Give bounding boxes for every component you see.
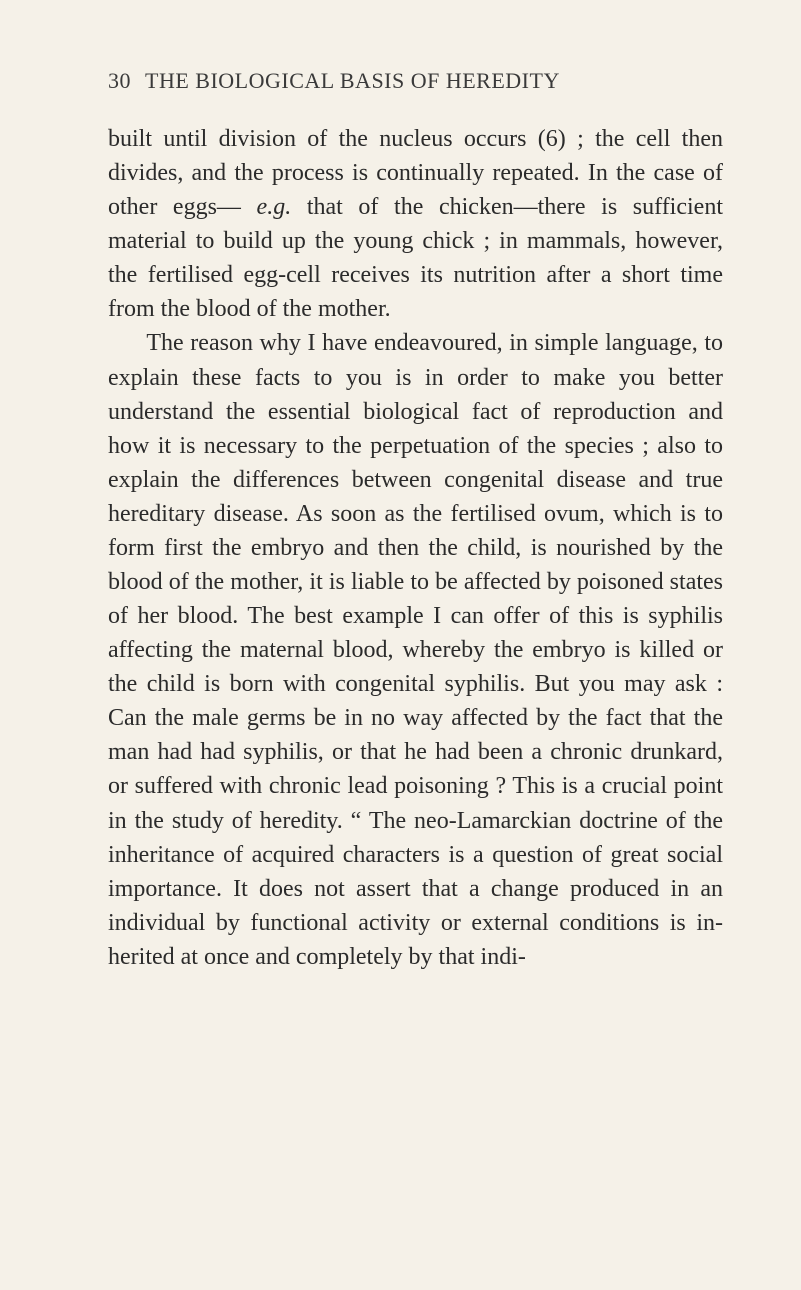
body-text: built until division of the nucleus occu…	[108, 122, 723, 974]
paragraph: The reason why I have endeavoured, in si…	[108, 326, 723, 973]
paragraph: built until division of the nucleus occu…	[108, 122, 723, 326]
page-number: 30	[108, 68, 131, 93]
running-header: 30 THE BIOLOGICAL BASIS OF HEREDITY	[108, 68, 723, 94]
running-title: THE BIOLOGICAL BASIS OF HEREDITY	[145, 68, 560, 93]
book-page: 30 THE BIOLOGICAL BASIS OF HEREDITY buil…	[0, 0, 801, 1290]
